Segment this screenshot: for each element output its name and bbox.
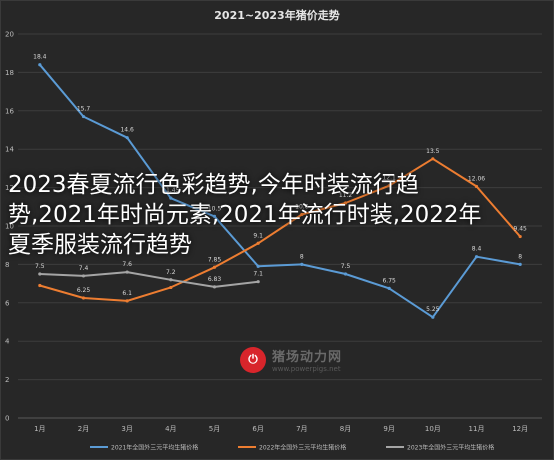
data-point xyxy=(125,299,129,303)
watermark-url: www.powerpigs.net xyxy=(272,365,341,373)
data-label: 11.2 xyxy=(339,192,353,199)
data-label: 15.7 xyxy=(77,106,91,113)
x-tick-label: 9月 xyxy=(383,425,394,433)
data-label: 18.4 xyxy=(33,54,47,61)
data-label: 7.6 xyxy=(122,261,132,268)
y-tick-label: 16 xyxy=(5,107,14,115)
data-point xyxy=(38,272,42,276)
y-tick-label: 18 xyxy=(5,69,14,77)
data-label: 9.1 xyxy=(253,232,263,239)
data-label: 6.25 xyxy=(77,287,91,294)
data-point xyxy=(256,264,260,268)
data-label: 5.25 xyxy=(426,306,440,313)
data-point xyxy=(387,184,391,188)
watermark: ⏻ 猪场动力网 www.powerpigs.net xyxy=(240,346,342,373)
data-point xyxy=(518,234,522,239)
data-point xyxy=(431,157,435,161)
data-point xyxy=(474,184,479,189)
data-point xyxy=(387,286,391,290)
legend-entry: 2021年全国外三元平均生猪价格 xyxy=(111,444,198,452)
data-label: 13.5 xyxy=(426,148,440,155)
y-tick-label: 14 xyxy=(5,146,14,154)
y-tick-label: 0 xyxy=(5,415,9,423)
x-tick-label: 6月 xyxy=(252,425,263,433)
data-point xyxy=(38,63,42,67)
series-group xyxy=(38,63,522,319)
chart-title: 2021~2023年猪价走势 xyxy=(214,8,339,22)
data-label: 12.06 xyxy=(468,175,485,182)
y-axis: 0 2 4 6 8 10 12 14 16 18 20 xyxy=(5,31,14,423)
data-point xyxy=(38,283,42,288)
data-labels: 18.4 15.7 14.6 11.45 10.5 8 7.5 6.75 5.25 8.4 8 6.2… xyxy=(33,54,527,313)
data-label: 12.1 xyxy=(382,175,396,182)
data-point xyxy=(474,255,479,259)
data-point xyxy=(169,278,173,282)
x-tick-label: 12月 xyxy=(512,425,528,433)
data-point xyxy=(81,296,86,300)
data-label: 11.45 xyxy=(162,187,179,194)
y-tick-label: 8 xyxy=(5,261,9,269)
data-label: 8 xyxy=(300,253,304,260)
data-label: 14.6 xyxy=(120,127,134,134)
data-label: 7.4 xyxy=(79,265,89,272)
series-line-1 xyxy=(39,64,521,319)
x-tick-label: 1月 xyxy=(34,425,45,433)
series-line-3 xyxy=(39,271,259,288)
data-label: 6.1 xyxy=(122,290,132,297)
data-label: 6.75 xyxy=(382,277,396,284)
legend-entry: 2023年全国外三元平均生猪价格 xyxy=(407,444,494,452)
y-tick-label: 6 xyxy=(5,299,10,307)
data-point xyxy=(125,270,129,274)
x-tick-label: 4月 xyxy=(165,425,176,433)
power-logo-icon: ⏻ xyxy=(240,346,266,373)
legend: 2021年全国外三元平均生猪价格 2022年全国外三元平均生猪价格 2023年全国外… xyxy=(90,444,494,452)
data-label: 7.5 xyxy=(341,263,351,270)
data-label: 7.5 xyxy=(35,263,45,270)
y-tick-label: 12 xyxy=(5,184,14,192)
data-point xyxy=(300,262,304,266)
data-label: 7.1 xyxy=(253,271,263,278)
data-label: 7.85 xyxy=(208,256,222,263)
x-tick-label: 8月 xyxy=(340,425,351,433)
y-tick-label: 4 xyxy=(5,338,10,346)
data-point xyxy=(125,136,129,140)
data-point xyxy=(169,196,173,200)
data-label: 10.5 xyxy=(208,205,222,212)
data-label: 8 xyxy=(518,253,522,260)
data-point xyxy=(518,262,522,266)
y-tick-label: 2 xyxy=(5,376,9,384)
x-tick-label: 10月 xyxy=(425,425,441,433)
data-point xyxy=(300,212,304,217)
data-point xyxy=(212,285,217,289)
data-label: 10.6 xyxy=(295,203,309,210)
data-point xyxy=(343,272,348,276)
y-tick-label: 10 xyxy=(5,223,14,231)
y-tick-label: 20 xyxy=(5,31,14,39)
data-point xyxy=(81,114,86,119)
watermark-brand: 猪场动力网 xyxy=(272,350,343,365)
data-label: 9.45 xyxy=(513,226,527,233)
data-point xyxy=(169,285,173,290)
data-point xyxy=(256,280,260,284)
data-point xyxy=(81,274,86,278)
data-label: 6.83 xyxy=(208,276,222,283)
x-tick-label: 3月 xyxy=(121,425,132,433)
data-point xyxy=(256,241,260,245)
data-point xyxy=(431,315,435,319)
x-tick-label: 7月 xyxy=(296,425,307,433)
x-axis: 1月 2月 3月 4月 5月 6月 7月 8月 9月 10月 11月 12月 xyxy=(18,417,542,433)
legend-entry: 2022年全国外三元平均生猪价格 xyxy=(259,444,346,452)
data-point xyxy=(212,265,217,269)
data-label: 7.2 xyxy=(166,269,176,276)
x-tick-label: 11月 xyxy=(469,425,485,433)
x-tick-label: 2月 xyxy=(78,425,89,433)
data-point xyxy=(212,214,217,218)
x-tick-label: 5月 xyxy=(209,425,220,433)
series-line-2 xyxy=(39,157,521,302)
data-point xyxy=(343,201,348,205)
data-label: 8.4 xyxy=(472,246,482,253)
